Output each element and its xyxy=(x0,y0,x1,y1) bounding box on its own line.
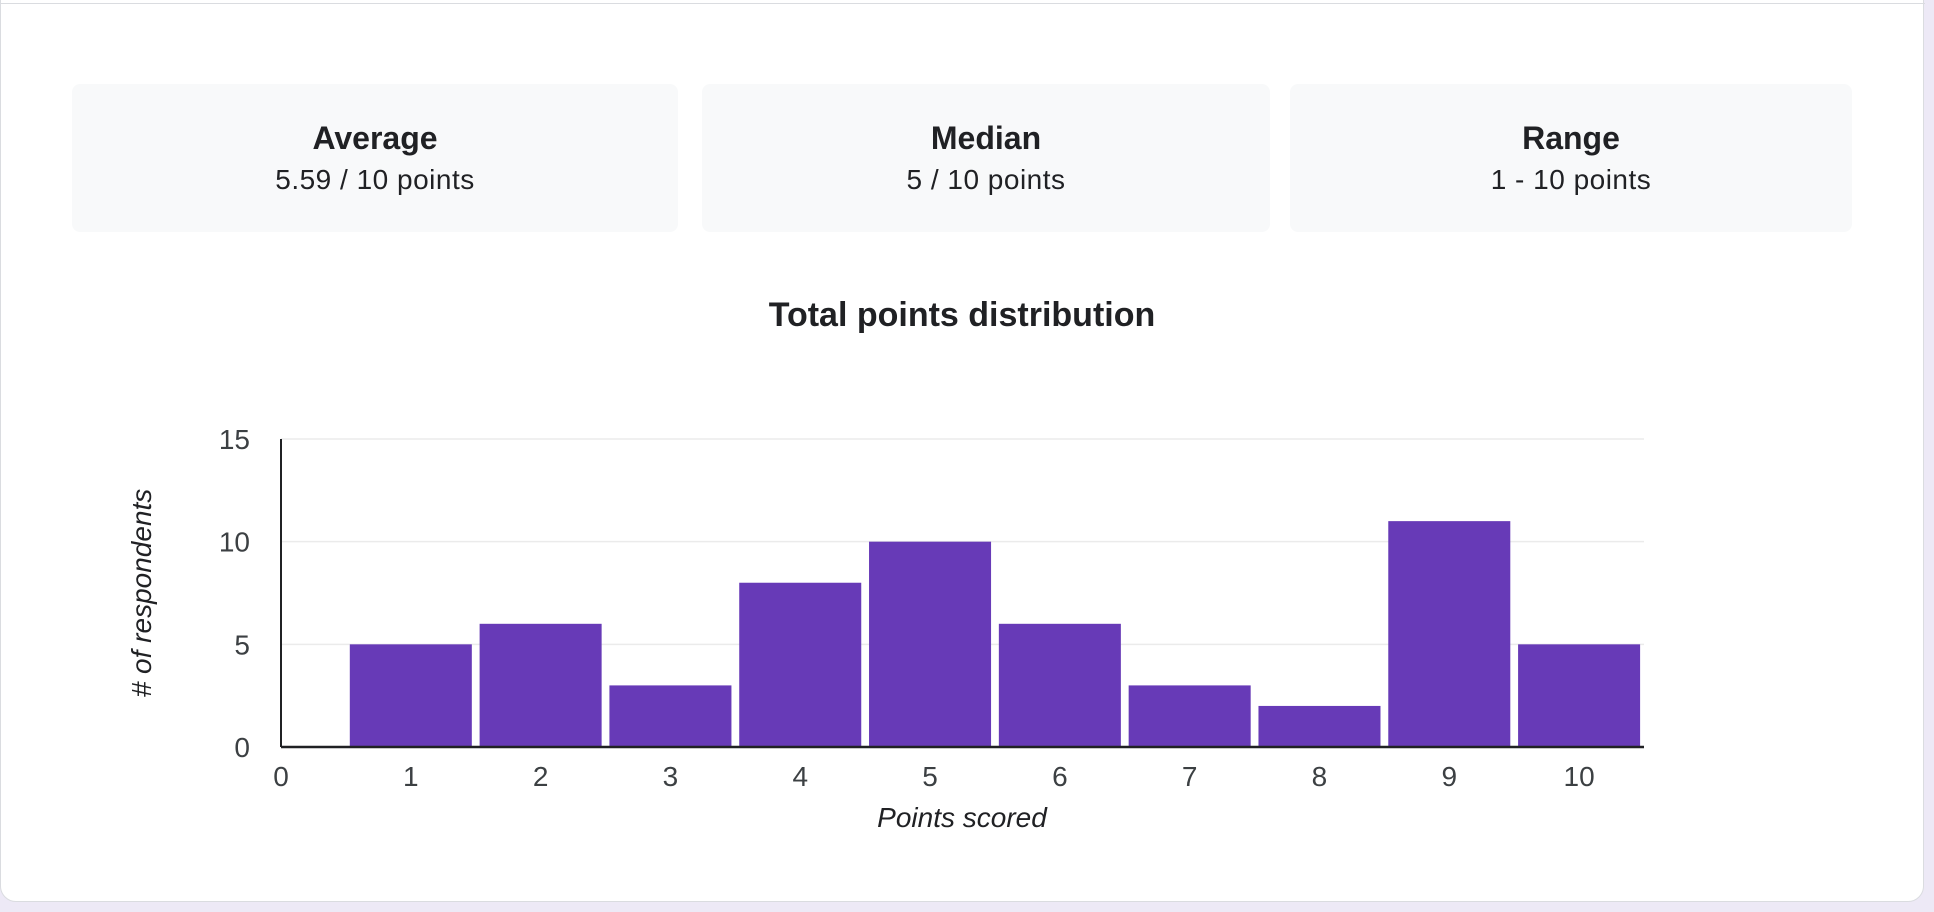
range-value: 1 - 10 points xyxy=(1490,164,1652,195)
x-tick-label: 4 xyxy=(792,761,808,792)
x-tick-label: 2 xyxy=(533,761,549,792)
y-axis-label: # of respondents xyxy=(126,489,157,698)
bar-2 xyxy=(479,623,602,747)
bar-9 xyxy=(1388,521,1511,747)
x-tick-label: 1 xyxy=(403,761,419,792)
average-value: 5.59 / 10 points xyxy=(275,164,475,195)
x-tick-label: 10 xyxy=(1564,761,1595,792)
average-stat-card: Average 5.59 / 10 points xyxy=(72,84,678,232)
x-tick-label: 6 xyxy=(1052,761,1068,792)
chart-title: Total points distribution xyxy=(768,296,1156,334)
bar-8 xyxy=(1258,705,1381,747)
y-tick-label: 0 xyxy=(234,732,250,763)
x-axis-label: Points scored xyxy=(877,802,1048,833)
y-tick-label: 15 xyxy=(219,424,250,455)
median-title: Median xyxy=(930,120,1042,156)
median-value: 5 / 10 points xyxy=(906,164,1066,195)
median-stat-card: Median 5 / 10 points xyxy=(702,84,1270,232)
range-title: Range xyxy=(1522,120,1620,156)
bar-4 xyxy=(739,582,862,747)
y-tick-label: 10 xyxy=(219,527,250,558)
range-stat-card: Range 1 - 10 points xyxy=(1290,84,1852,232)
bar-1 xyxy=(349,644,472,747)
x-tick-label: 9 xyxy=(1441,761,1457,792)
bar-5 xyxy=(869,541,992,747)
axes xyxy=(280,439,1644,749)
bars xyxy=(349,521,1641,747)
bar-6 xyxy=(998,623,1121,747)
x-tick-label: 3 xyxy=(663,761,679,792)
tick-labels: 0 5 10 15 0 1 2 3 4 5 6 7 8 9 10 xyxy=(219,424,1595,792)
x-tick-label: 0 xyxy=(273,761,289,792)
bar-3 xyxy=(609,685,732,747)
divider xyxy=(1,3,1925,4)
bar-7 xyxy=(1128,685,1251,747)
average-title: Average xyxy=(312,120,438,156)
y-tick-label: 5 xyxy=(234,629,250,660)
bar-10 xyxy=(1518,644,1641,747)
x-tick-label: 5 xyxy=(922,761,938,792)
x-tick-label: 7 xyxy=(1182,761,1198,792)
x-tick-label: 8 xyxy=(1312,761,1328,792)
